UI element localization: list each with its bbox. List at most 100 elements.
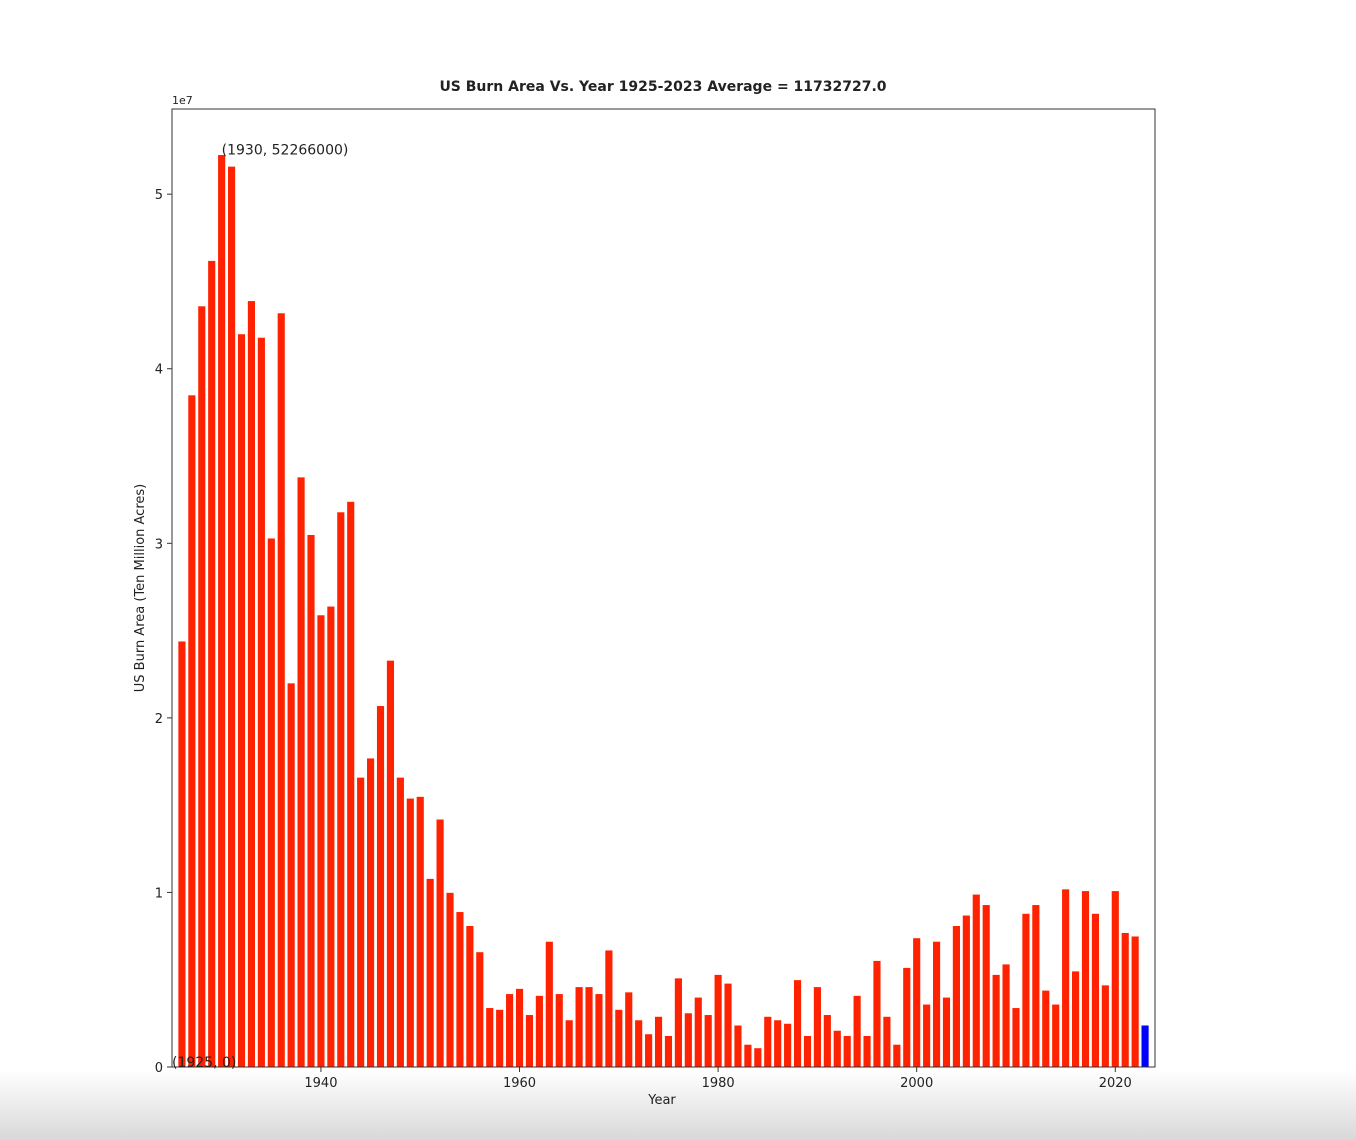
bar <box>1091 912 1100 1068</box>
bar <box>872 960 882 1068</box>
bar <box>485 1007 495 1068</box>
bar <box>922 1003 931 1068</box>
bar <box>574 986 584 1068</box>
bar <box>515 988 524 1068</box>
bar <box>932 940 941 1068</box>
bar <box>425 878 435 1068</box>
bar <box>644 1033 653 1068</box>
bar <box>991 974 1001 1068</box>
bar <box>822 1014 832 1068</box>
bar <box>554 993 564 1068</box>
bar <box>1120 932 1130 1068</box>
bar <box>1001 963 1011 1068</box>
y-axis-label: US Burn Area (Ten Million Acres) <box>133 484 148 692</box>
bar <box>564 1019 574 1068</box>
bar <box>723 982 733 1068</box>
bar <box>1041 989 1051 1068</box>
bar <box>207 260 217 1068</box>
bar <box>713 974 723 1068</box>
bar <box>396 776 405 1068</box>
bar <box>604 949 614 1068</box>
bar <box>286 682 296 1068</box>
bar <box>415 796 425 1068</box>
bar <box>1071 970 1080 1068</box>
y-tick-label: 3 <box>155 537 163 552</box>
bar <box>803 1035 812 1068</box>
bar <box>1100 984 1110 1068</box>
bar <box>674 977 683 1068</box>
bar <box>177 640 187 1068</box>
bar <box>266 537 276 1068</box>
bar <box>584 986 594 1068</box>
bar <box>793 979 802 1068</box>
bar <box>763 1015 773 1068</box>
bar <box>455 911 465 1068</box>
bar <box>1110 890 1120 1068</box>
x-tick-label: 2020 <box>1099 1076 1132 1091</box>
bar <box>773 1019 783 1068</box>
bar <box>733 1024 743 1068</box>
x-tick-label: 1940 <box>304 1076 337 1091</box>
bar <box>475 951 485 1068</box>
y-offset-label: 1e7 <box>172 94 193 107</box>
x-axis-label: Year <box>647 1093 676 1108</box>
x-tick-label: 1960 <box>503 1076 536 1091</box>
bar <box>912 937 922 1068</box>
plot-frame <box>171 108 1156 1068</box>
bar <box>1081 890 1090 1068</box>
bar <box>197 305 207 1068</box>
bar <box>703 1014 713 1068</box>
bar <box>614 1008 624 1068</box>
bar <box>276 312 286 1068</box>
bar <box>306 534 316 1068</box>
bar <box>1011 1007 1021 1068</box>
bar <box>237 333 246 1068</box>
bar <box>902 967 912 1068</box>
bar <box>1031 904 1041 1068</box>
bar <box>316 614 326 1068</box>
bar <box>683 1012 693 1068</box>
bar <box>783 1022 792 1068</box>
bar <box>942 996 951 1068</box>
bar <box>366 757 375 1068</box>
bar <box>445 892 455 1068</box>
bar <box>952 925 961 1068</box>
bar <box>405 797 415 1068</box>
bar <box>842 1035 852 1068</box>
bar <box>227 165 236 1068</box>
bottom-shade <box>0 1070 1356 1140</box>
y-tick-label: 5 <box>155 188 163 203</box>
bar <box>1061 888 1071 1068</box>
bar <box>376 705 385 1068</box>
annotation: (1930, 52266000) <box>222 143 349 159</box>
bar <box>693 996 703 1068</box>
bar <box>435 818 445 1068</box>
bar <box>664 1035 673 1068</box>
bar <box>296 476 306 1068</box>
bar <box>892 1043 902 1068</box>
bar <box>326 605 336 1068</box>
bar <box>832 1029 842 1068</box>
bar <box>961 914 971 1068</box>
bar <box>187 394 197 1068</box>
bar <box>862 1035 872 1068</box>
y-tick-label: 1 <box>155 886 163 901</box>
annotation: (1925, 0) <box>172 1055 236 1071</box>
bar <box>813 986 822 1068</box>
y-tick-label: 0 <box>155 1061 163 1076</box>
bar <box>525 1014 534 1068</box>
bar <box>981 904 991 1068</box>
x-tick-label: 1980 <box>702 1076 735 1091</box>
bar <box>1021 912 1031 1068</box>
bar <box>346 501 356 1068</box>
bar <box>1130 935 1140 1068</box>
x-tick-label: 2000 <box>900 1076 933 1091</box>
bar <box>971 893 981 1068</box>
bar <box>743 1043 753 1068</box>
bar <box>753 1047 763 1068</box>
bar <box>256 336 266 1068</box>
bar <box>505 993 514 1068</box>
y-tick-label: 2 <box>155 712 163 727</box>
bar <box>852 995 862 1068</box>
